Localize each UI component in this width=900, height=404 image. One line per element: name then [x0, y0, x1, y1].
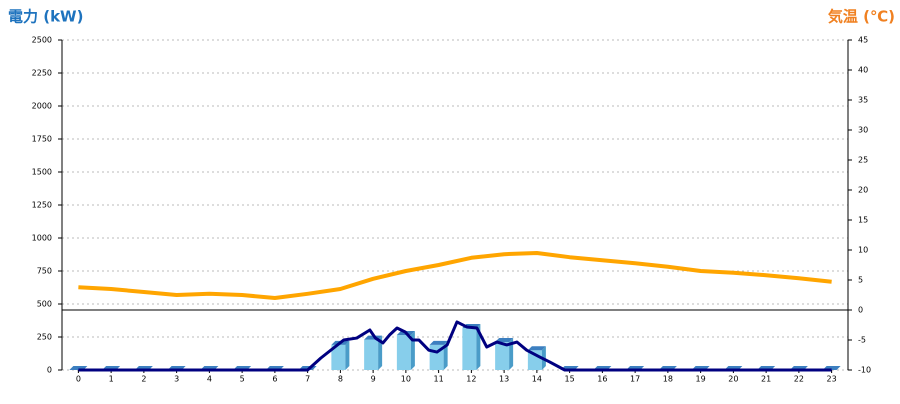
x-tick-label: 4: [207, 375, 212, 384]
x-tick-label: 22: [794, 375, 804, 384]
x-tick-label: 16: [597, 375, 607, 384]
bar: [364, 339, 379, 370]
x-tick-label: 6: [272, 375, 277, 384]
y-tick-label: 1500: [32, 168, 52, 177]
x-tick-label: 1: [109, 375, 114, 384]
x-tick-label: 13: [499, 375, 509, 384]
x-tick-label: 3: [174, 375, 179, 384]
y-tick-label: 750: [37, 267, 52, 276]
x-tick-label: 14: [532, 375, 542, 384]
x-tick-label: 0: [76, 375, 81, 384]
y2-tick-label: 20: [858, 186, 868, 195]
y2-tick-label: 35: [858, 96, 868, 105]
x-tick-label: 18: [663, 375, 673, 384]
y2-tick-label: 25: [858, 156, 868, 165]
bar-side: [378, 335, 383, 370]
bar-side: [345, 340, 350, 370]
x-tick-label: 7: [305, 375, 310, 384]
y-tick-label: 1750: [32, 135, 52, 144]
x-tick-label: 15: [565, 375, 575, 384]
bar-top: [429, 340, 448, 345]
bar: [331, 344, 346, 370]
x-tick-label: 12: [466, 375, 476, 384]
y2-tick-label: -10: [858, 366, 871, 375]
bar: [462, 328, 477, 370]
y-tick-label: 0: [47, 366, 52, 375]
y2-tick-label: 0: [858, 306, 863, 315]
x-tick-label: 10: [401, 375, 411, 384]
y2-tick-label: 5: [858, 276, 863, 285]
y2-tick-label: 30: [858, 126, 868, 135]
y-tick-label: 500: [37, 300, 52, 309]
y-tick-label: 1000: [32, 234, 52, 243]
bar: [495, 342, 510, 370]
left-axis-title: 電力 (kW): [8, 8, 83, 26]
y2-tick-label: 45: [858, 36, 868, 45]
x-tick-label: 23: [827, 375, 837, 384]
right-axis-title: 気温 (℃): [828, 8, 895, 26]
x-tick-label: 11: [434, 375, 444, 384]
x-tick-label: 21: [761, 375, 771, 384]
line: [78, 251, 832, 300]
line: [78, 320, 832, 372]
y-tick-label: 2250: [32, 69, 52, 78]
bar-top: [495, 338, 514, 343]
y2-tick-label: 40: [858, 66, 868, 75]
y2-tick-label: 15: [858, 216, 868, 225]
x-tick-label: 8: [338, 375, 343, 384]
x-tick-label: 19: [696, 375, 706, 384]
x-tick-label: 17: [630, 375, 640, 384]
y2-tick-label: -5: [858, 336, 866, 345]
y-tick-label: 2000: [32, 102, 52, 111]
x-tick-label: 9: [371, 375, 376, 384]
y-tick-label: 2500: [32, 36, 52, 45]
y2-tick-label: 10: [858, 246, 868, 255]
y-tick-label: 1250: [32, 201, 52, 210]
bar-top: [527, 346, 546, 351]
x-tick-label: 2: [141, 375, 146, 384]
bar: [396, 335, 411, 370]
x-tick-label: 20: [728, 375, 738, 384]
bar-side: [509, 338, 514, 370]
y-tick-label: 250: [37, 333, 52, 342]
x-tick-label: 5: [240, 375, 245, 384]
